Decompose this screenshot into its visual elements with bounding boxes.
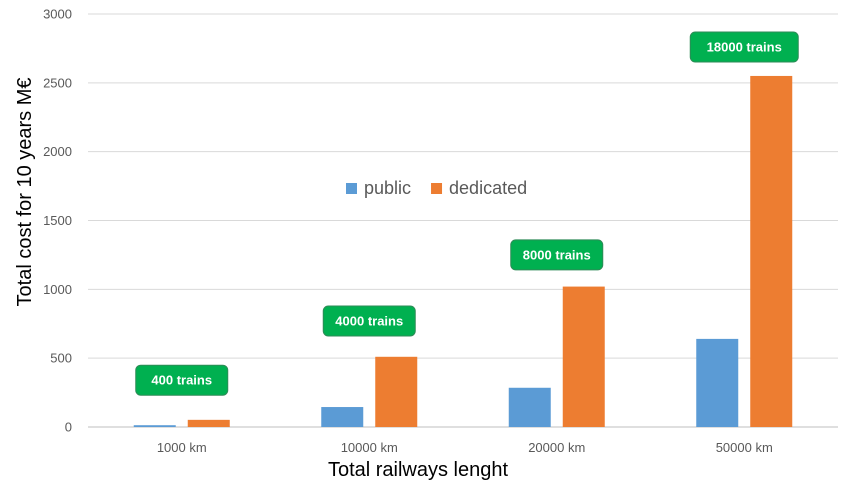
bars (133, 75, 793, 427)
y-tick-label: 1500 (43, 213, 72, 228)
y-tick-label: 500 (50, 351, 72, 366)
annotation-label: 8000 trains (523, 247, 591, 262)
bar-public-50000-km (696, 338, 739, 427)
y-axis-title: Total cost for 10 years M€ (14, 78, 36, 307)
y-tick-label: 2000 (43, 144, 72, 159)
bar-public-20000-km (508, 387, 551, 427)
legend-swatch (431, 183, 443, 194)
x-tick-label: 1000 km (157, 440, 207, 455)
x-axis-ticks: 1000 km 10000 km 20000 km 50000 km (157, 440, 773, 455)
bar-dedicated-20000-km (562, 286, 605, 427)
annotation-label: 18000 trains (707, 40, 782, 55)
x-tick-label: 10000 km (341, 440, 398, 455)
legend-item-public: public (346, 178, 411, 198)
annotation-label: 400 trains (151, 373, 212, 388)
annotation-callout: 400 trains (135, 364, 229, 396)
bar-dedicated-10000-km (375, 356, 418, 427)
x-axis-title: Total railways lenght (328, 459, 509, 481)
legend-label: dedicated (449, 178, 527, 198)
annotation-callout: 4000 trains (322, 305, 416, 337)
y-axis-ticks: 0 500 1000 1500 2000 2500 3000 (43, 7, 72, 435)
bar-dedicated-50000-km (750, 75, 793, 427)
bar-public-10000-km (321, 407, 364, 427)
x-tick-label: 20000 km (528, 440, 585, 455)
annotation-callout: 8000 trains (510, 239, 604, 271)
annotation-box (322, 305, 416, 337)
annotation-label: 4000 trains (335, 313, 403, 328)
annotations: 400 trains 4000 trains 8000 trains 18000 tr… (135, 31, 799, 396)
y-tick-label: 2500 (43, 75, 72, 90)
annotation-callout: 18000 trains (689, 31, 799, 63)
gridlines (88, 13, 838, 428)
bar-public-1000-km (133, 425, 176, 427)
legend: public dedicated (346, 178, 527, 198)
y-tick-label: 0 (65, 420, 72, 435)
y-tick-label: 3000 (43, 7, 72, 22)
annotation-box (689, 31, 799, 63)
legend-label: public (364, 178, 411, 198)
legend-item-dedicated: dedicated (431, 178, 527, 198)
bar-dedicated-1000-km (187, 419, 230, 427)
x-tick-label: 50000 km (716, 440, 773, 455)
annotation-box (510, 239, 604, 271)
legend-swatch (346, 183, 357, 194)
y-tick-label: 1000 (43, 282, 72, 297)
annotation-box (135, 364, 229, 396)
